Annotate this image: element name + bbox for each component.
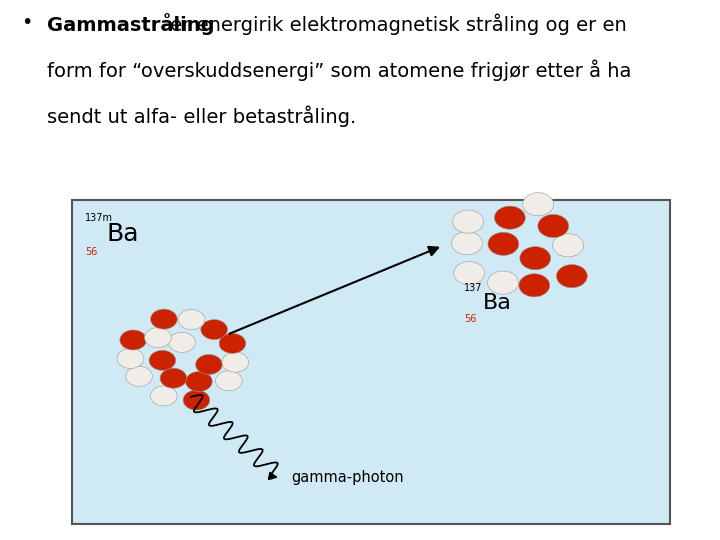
Text: gamma-photon: gamma-photon bbox=[292, 470, 404, 485]
Text: sendt ut alfa- eller betastråling.: sendt ut alfa- eller betastråling. bbox=[47, 105, 356, 127]
Circle shape bbox=[168, 333, 195, 353]
Circle shape bbox=[149, 350, 176, 370]
FancyBboxPatch shape bbox=[72, 200, 670, 524]
Circle shape bbox=[183, 390, 210, 410]
Circle shape bbox=[196, 354, 222, 374]
Circle shape bbox=[219, 333, 246, 353]
Circle shape bbox=[520, 247, 551, 270]
Text: 56: 56 bbox=[464, 314, 477, 325]
Circle shape bbox=[487, 271, 518, 294]
Text: 56: 56 bbox=[85, 247, 97, 257]
Circle shape bbox=[454, 262, 485, 285]
Circle shape bbox=[179, 309, 205, 329]
Circle shape bbox=[201, 320, 228, 340]
Text: Gammastråling: Gammastråling bbox=[47, 14, 215, 36]
Text: form for “overskuddsenergi” som atomene frigjør etter å ha: form for “overskuddsenergi” som atomene … bbox=[47, 59, 631, 81]
Circle shape bbox=[538, 214, 569, 238]
Text: er energirik elektromagnetisk stråling og er en: er energirik elektromagnetisk stråling o… bbox=[164, 14, 627, 35]
Text: 137m: 137m bbox=[85, 213, 113, 223]
Circle shape bbox=[453, 210, 484, 233]
Circle shape bbox=[145, 328, 171, 348]
Circle shape bbox=[451, 232, 482, 255]
Text: •: • bbox=[22, 14, 33, 32]
Circle shape bbox=[523, 193, 554, 216]
Circle shape bbox=[186, 372, 212, 392]
Circle shape bbox=[519, 274, 550, 297]
Circle shape bbox=[215, 371, 242, 391]
Circle shape bbox=[160, 368, 186, 388]
Circle shape bbox=[553, 234, 583, 257]
Text: Ba: Ba bbox=[107, 222, 139, 246]
Circle shape bbox=[222, 352, 248, 372]
Circle shape bbox=[488, 232, 519, 255]
Circle shape bbox=[120, 330, 147, 350]
Circle shape bbox=[495, 206, 526, 230]
Text: 137: 137 bbox=[464, 282, 483, 293]
Circle shape bbox=[126, 366, 153, 386]
Text: Ba: Ba bbox=[482, 293, 511, 313]
Circle shape bbox=[150, 309, 177, 329]
Circle shape bbox=[150, 386, 177, 406]
Circle shape bbox=[117, 348, 144, 368]
Circle shape bbox=[557, 265, 588, 288]
